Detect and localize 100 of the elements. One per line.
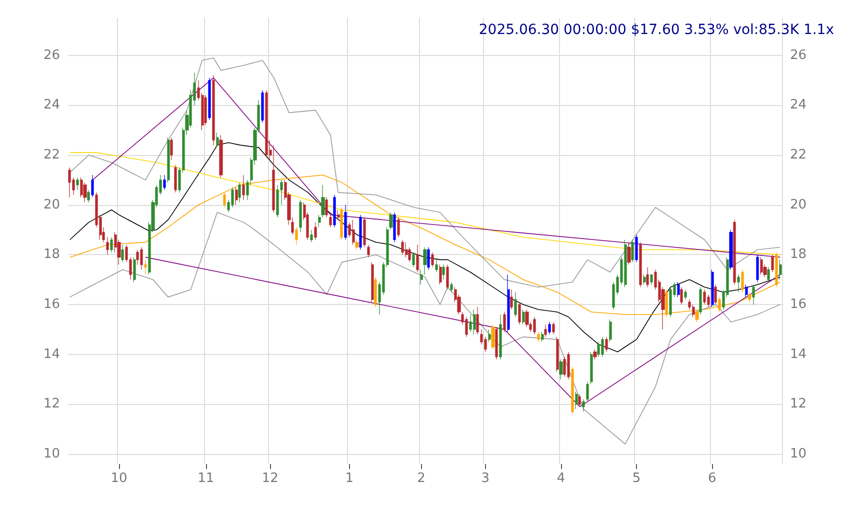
- candlestick: [779, 259, 782, 280]
- y-tick-label: 10: [43, 446, 60, 462]
- candlestick: [510, 289, 513, 310]
- candlestick: [325, 197, 328, 218]
- candlestick: [631, 239, 634, 262]
- candlestick: [170, 137, 173, 160]
- candlestick: [699, 286, 702, 315]
- candlestick: [435, 259, 438, 272]
- y-tick-label: 24: [43, 98, 60, 113]
- x-tick-label: 6: [708, 471, 716, 486]
- candlestick: [756, 254, 759, 282]
- candlestick: [541, 332, 544, 342]
- candlestick: [643, 274, 646, 285]
- candlestick: [450, 282, 453, 292]
- candlestick: [242, 174, 245, 200]
- candlestick: [355, 239, 359, 250]
- candlestick: [439, 264, 442, 285]
- x-tick-label: 5: [632, 471, 641, 486]
- candlestick: [624, 239, 627, 288]
- y-tick-label: 12: [43, 396, 60, 412]
- line-series: [92, 77, 781, 258]
- candlestick: [299, 200, 302, 233]
- candlestick: [344, 204, 347, 240]
- candlestick: [140, 246, 143, 270]
- candlestick: [359, 214, 362, 250]
- candlestick: [208, 78, 211, 120]
- candlestick: [374, 276, 377, 308]
- candlestick: [329, 214, 332, 228]
- candlestick: [314, 222, 317, 240]
- candlestick: [745, 284, 748, 298]
- y-tick-label: 18: [43, 247, 60, 262]
- candlestick: [544, 324, 547, 338]
- candlestick: [91, 174, 94, 198]
- x-tick-label: 1: [345, 471, 354, 486]
- candlestick: [503, 312, 506, 332]
- candlestick: [431, 252, 434, 268]
- line-series: [69, 57, 781, 288]
- x-tick-label: 12: [262, 471, 278, 486]
- candlestick: [442, 264, 445, 280]
- candlestick: [261, 90, 264, 123]
- candlestick: [635, 234, 638, 262]
- candlestick: [412, 252, 415, 268]
- candlestick: [646, 266, 649, 288]
- candlestick: [397, 217, 400, 238]
- candlestick: [714, 284, 717, 305]
- candlestick: [68, 167, 71, 198]
- candlestick: [514, 292, 517, 318]
- candlestick: [650, 274, 653, 285]
- candlestick: [605, 336, 608, 352]
- candlestick: [609, 319, 612, 342]
- candlestick: [265, 90, 268, 158]
- candlestick: [371, 262, 374, 302]
- candlestick: [582, 398, 585, 412]
- candlestick: [677, 282, 680, 298]
- y2-tick-label: 10: [790, 446, 807, 462]
- candlestick: [729, 229, 733, 270]
- candlestick: [133, 256, 136, 282]
- candlestick: [106, 236, 109, 256]
- line-series: [69, 142, 781, 352]
- candlestick: [427, 246, 430, 270]
- candlestick: [537, 332, 540, 342]
- candlestick: [575, 391, 578, 410]
- candlestick: [223, 192, 226, 208]
- candlestick: [363, 217, 366, 248]
- candlestick: [556, 336, 559, 372]
- candlestick: [680, 286, 683, 305]
- candlestick: [718, 296, 721, 312]
- candlestick: [639, 242, 642, 288]
- candlestick: [238, 182, 241, 203]
- candlestick: [473, 309, 476, 335]
- candlestick: [144, 259, 147, 275]
- candlestick: [446, 264, 449, 290]
- candlestick: [163, 174, 166, 190]
- candlestick: [748, 292, 751, 302]
- candlestick: [174, 164, 177, 193]
- candlestick: [752, 284, 755, 305]
- candlestick: [627, 242, 631, 265]
- candlestick: [310, 229, 313, 243]
- candlestick: [212, 75, 215, 146]
- candlestick: [760, 256, 763, 275]
- line-series: [69, 212, 781, 444]
- candlestick: [416, 244, 419, 272]
- candlestick: [420, 269, 423, 285]
- candlestick: [571, 366, 574, 414]
- candlestick: [340, 207, 343, 240]
- x-tick-label: 11: [198, 471, 214, 486]
- x-tick-label: 3: [481, 471, 490, 486]
- candlestick: [235, 187, 238, 206]
- candlestick: [567, 352, 570, 380]
- candlestick: [507, 274, 510, 332]
- y2-tick-label: 18: [790, 247, 807, 262]
- chart-title: 2025.06.30 00:00:00 $17.60 3.53% vol:85.3K 1.1x: [478, 22, 834, 38]
- candlestick: [593, 349, 597, 360]
- y-tick-label: 22: [43, 148, 60, 163]
- x-tick-label: 2: [417, 471, 426, 486]
- candlestick: [552, 322, 555, 335]
- candlestick: [703, 289, 706, 305]
- candlestick: [491, 324, 495, 350]
- y-tick-label: 20: [43, 197, 60, 212]
- candlestick: [533, 316, 536, 335]
